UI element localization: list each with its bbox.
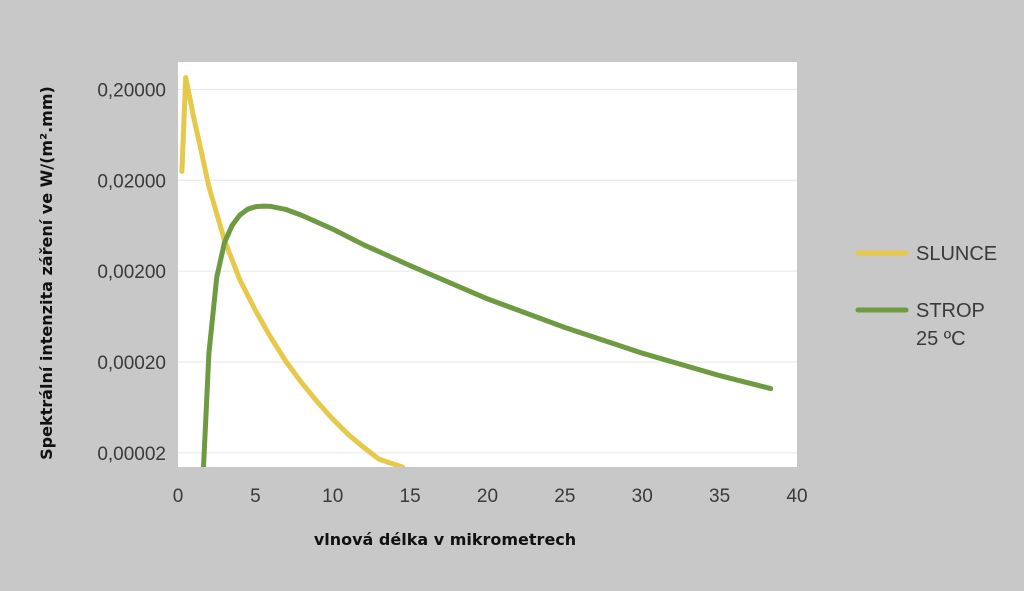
legend-label-strop: STROP xyxy=(916,300,985,322)
x-tick-label: 0 xyxy=(173,486,184,507)
y-axis-title: Spektrální intenzita záření ve W/(m².mm) xyxy=(37,86,56,460)
y-tick-label: 0,00200 xyxy=(97,262,166,283)
x-axis-title: vlnová délka v mikrometrech xyxy=(314,530,576,549)
x-axis-ticks: 0 5 10 15 20 25 30 35 40 xyxy=(173,486,808,507)
grid xyxy=(178,88,797,454)
x-tick-label: 40 xyxy=(786,486,807,507)
y-axis-ticks: 0,00002 0,00020 0,00200 0,02000 0,20000 xyxy=(97,80,166,465)
x-tick-label: 25 xyxy=(554,486,575,507)
x-tick-label: 20 xyxy=(477,486,498,507)
series-layer xyxy=(179,75,774,467)
x-tick-label: 30 xyxy=(632,486,653,507)
y-tick-label: 0,02000 xyxy=(97,171,166,192)
legend-label-slunce: SLUNCE xyxy=(916,243,997,265)
x-tick-label: 5 xyxy=(250,486,261,507)
y-tick-label: 0,20000 xyxy=(97,80,166,101)
y-tick-label: 0,00002 xyxy=(97,444,166,465)
plot-area xyxy=(178,62,797,467)
x-tick-label: 35 xyxy=(709,486,730,507)
x-tick-label: 10 xyxy=(322,486,343,507)
y-tick-label: 0,00020 xyxy=(97,353,166,374)
legend-label-strop-temp: 25 ºC xyxy=(916,328,966,350)
series-line-slunce xyxy=(179,75,405,467)
legend: SLUNCE STROP 25 ºC xyxy=(855,243,997,350)
x-tick-label: 15 xyxy=(400,486,421,507)
series-line-strop xyxy=(201,203,774,467)
